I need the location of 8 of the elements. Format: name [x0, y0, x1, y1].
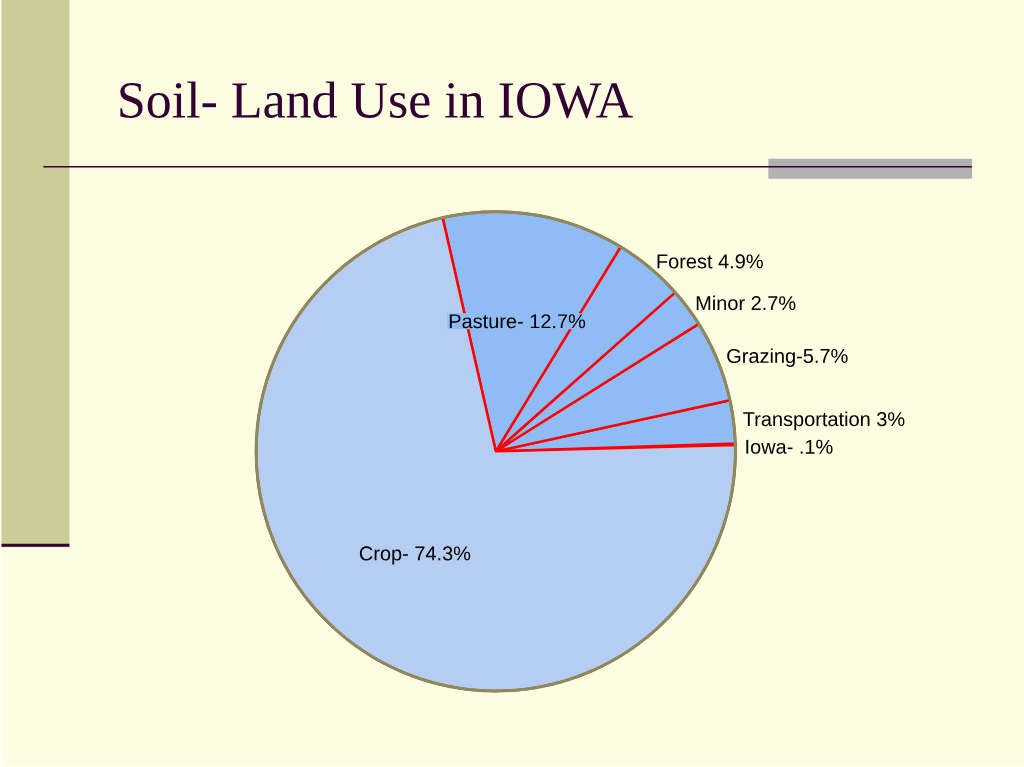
slice-label: Forest 4.9%: [657, 254, 763, 269]
slice-label: Transportation 3%: [743, 411, 905, 431]
slice-label: Iowa- .1%: [746, 439, 833, 454]
slice-label: Pasture- 12.7%: [449, 314, 586, 329]
slice-label: Crop- 74.3%: [359, 546, 471, 565]
chart-title: Soil- Land Use in IOWA: [120, 81, 633, 119]
slice-label: Grazing-5.7%: [727, 348, 848, 368]
slice-label: Minor 2.7%: [696, 295, 796, 311]
